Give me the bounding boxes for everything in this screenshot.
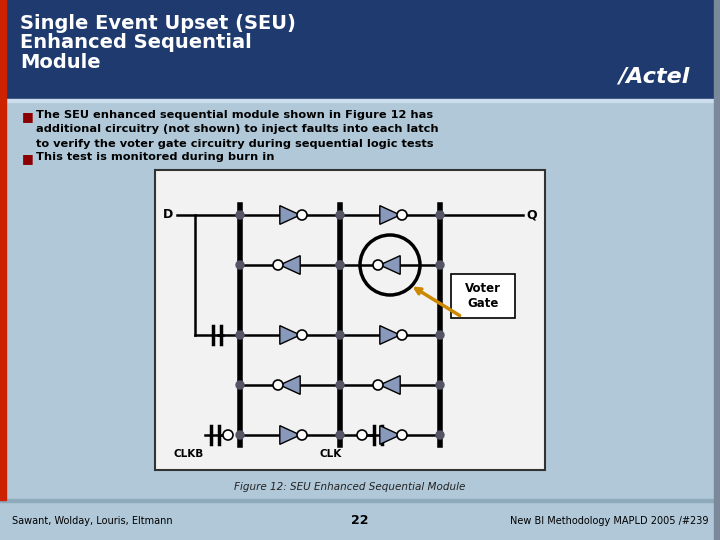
Text: Figure 12: SEU Enhanced Sequential Module: Figure 12: SEU Enhanced Sequential Modul…: [234, 482, 466, 492]
Polygon shape: [280, 255, 300, 274]
Text: New BI Methodology MAPLD 2005 /#239: New BI Methodology MAPLD 2005 /#239: [510, 516, 708, 526]
Circle shape: [436, 261, 444, 269]
Text: Voter
Gate: Voter Gate: [465, 282, 501, 310]
Polygon shape: [280, 206, 300, 224]
Polygon shape: [380, 426, 400, 444]
Polygon shape: [380, 376, 400, 394]
Circle shape: [236, 331, 244, 339]
Circle shape: [336, 381, 344, 389]
Polygon shape: [280, 426, 300, 444]
Text: This test is monitored during burn in: This test is monitored during burn in: [36, 152, 274, 162]
Bar: [0, 100, 720, 500]
Circle shape: [273, 260, 283, 270]
Bar: [714, 0, 720, 540]
Bar: [155, 170, 545, 470]
Polygon shape: [380, 206, 400, 224]
Text: ■: ■: [22, 110, 34, 123]
Circle shape: [273, 380, 283, 390]
Text: D: D: [163, 208, 174, 221]
Circle shape: [336, 261, 344, 269]
Circle shape: [436, 431, 444, 439]
Circle shape: [236, 211, 244, 219]
Bar: [0, 499, 720, 502]
Text: CLK: CLK: [320, 449, 342, 459]
Circle shape: [436, 381, 444, 389]
Circle shape: [436, 331, 444, 339]
Text: The SEU enhanced sequential module shown in Figure 12 has
additional circuitry (: The SEU enhanced sequential module shown…: [36, 110, 438, 149]
Bar: [0, 500, 720, 540]
Circle shape: [236, 381, 244, 389]
Circle shape: [397, 330, 407, 340]
Circle shape: [297, 210, 307, 220]
Circle shape: [397, 210, 407, 220]
Circle shape: [336, 211, 344, 219]
Circle shape: [223, 430, 233, 440]
Text: CLKB: CLKB: [173, 449, 203, 459]
Circle shape: [357, 430, 367, 440]
Text: Single Event Upset (SEU): Single Event Upset (SEU): [20, 14, 296, 33]
Polygon shape: [280, 326, 300, 345]
FancyBboxPatch shape: [451, 274, 515, 318]
Polygon shape: [380, 255, 400, 274]
Text: /Actel: /Actel: [618, 67, 690, 87]
Polygon shape: [380, 326, 400, 345]
Text: Sawant, Wolday, Louris, Eltmann: Sawant, Wolday, Louris, Eltmann: [12, 516, 173, 526]
Circle shape: [297, 430, 307, 440]
Circle shape: [236, 261, 244, 269]
Circle shape: [436, 211, 444, 219]
Text: Enhanced Sequential: Enhanced Sequential: [20, 33, 252, 52]
Text: Q: Q: [526, 208, 537, 221]
Text: 22: 22: [351, 515, 369, 528]
Circle shape: [336, 261, 344, 269]
Polygon shape: [280, 376, 300, 394]
Bar: [0, 99, 720, 102]
Bar: [0, 0, 720, 100]
Circle shape: [297, 330, 307, 340]
Circle shape: [397, 430, 407, 440]
Text: Module: Module: [20, 53, 101, 72]
Text: ■: ■: [22, 152, 34, 165]
Circle shape: [336, 431, 344, 439]
Bar: [0, 0, 6, 500]
Circle shape: [236, 431, 244, 439]
Circle shape: [373, 380, 383, 390]
Circle shape: [336, 331, 344, 339]
Circle shape: [373, 260, 383, 270]
